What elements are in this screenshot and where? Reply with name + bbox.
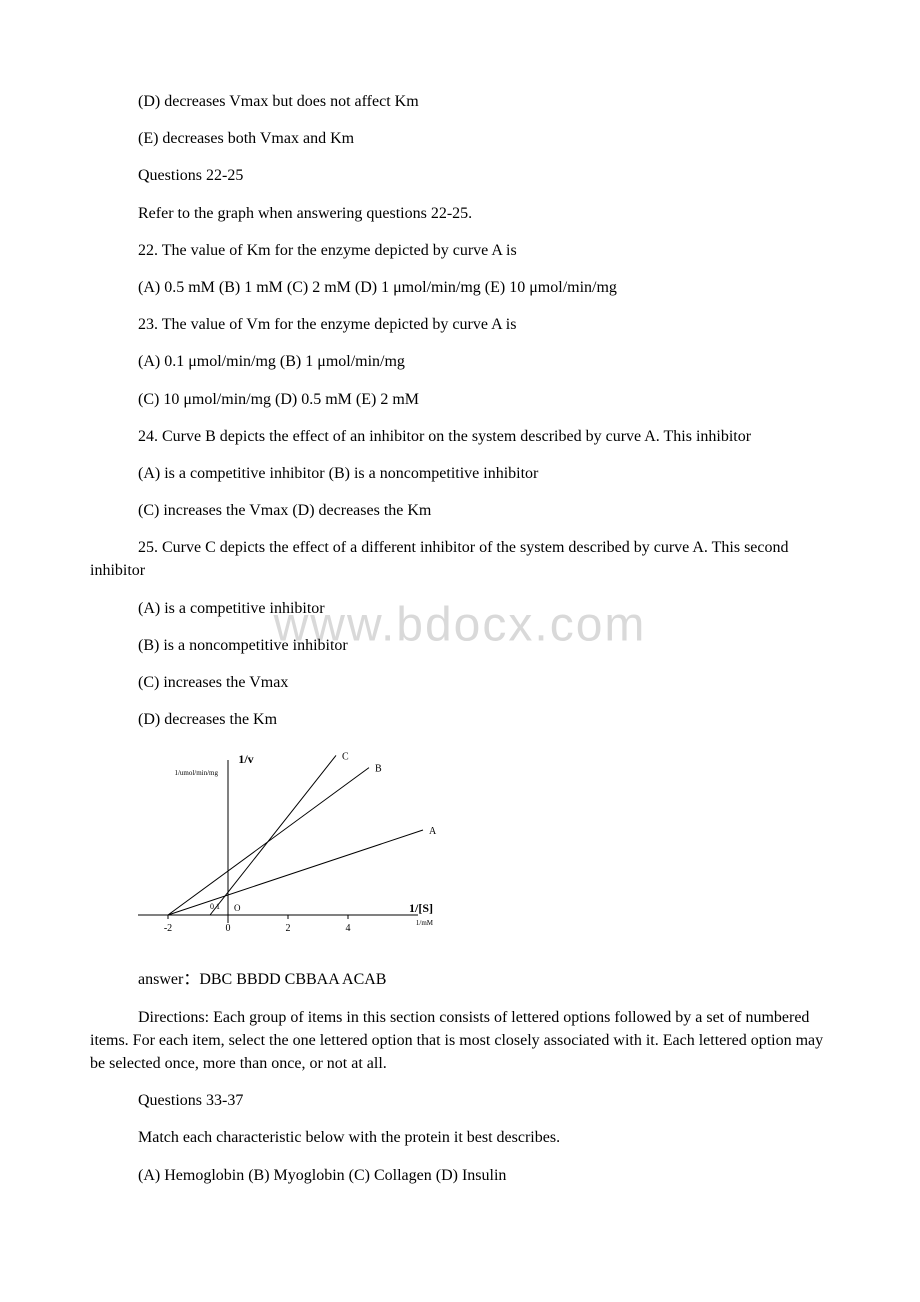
question-22: 22. The value of Km for the enzyme depic… [90,239,830,262]
graph-reference-text: Refer to the graph when answering questi… [90,202,830,225]
questions-range-heading: Questions 22-25 [90,164,830,187]
question-25: 25. Curve C depicts the effect of a diff… [90,536,830,582]
svg-text:-2: -2 [164,923,172,934]
option-d-text: (D) decreases Vmax but does not affect K… [90,90,830,113]
questions-33-37-heading: Questions 33-37 [90,1089,830,1112]
svg-text:1/umol/min/mg: 1/umol/min/mg [174,769,218,777]
match-options: (A) Hemoglobin (B) Myoglobin (C) Collage… [90,1164,830,1187]
svg-text:0.1: 0.1 [210,902,220,911]
svg-text:1/[S]: 1/[S] [409,901,433,915]
svg-text:1/mM: 1/mM [416,919,434,927]
svg-text:C: C [342,752,349,763]
svg-text:0: 0 [226,923,231,934]
question-22-options: (A) 0.5 mM (B) 1 mM (C) 2 mM (D) 1 μmol/… [90,276,830,299]
svg-text:B: B [375,764,382,775]
question-24: 24. Curve B depicts the effect of an inh… [90,425,830,448]
svg-text:1/v: 1/v [238,752,253,766]
lineweaver-burk-chart: 1/v 1/umol/min/mg 1/[S] 1/mM -2 0 2 4 0.1 O A B C [138,745,830,950]
match-instructions: Match each characteristic below with the… [90,1126,830,1149]
svg-text:O: O [234,903,241,913]
question-24-text: 24. Curve B depicts the effect of an inh… [138,428,751,445]
directions-text: Directions: Each group of items in this … [90,1006,830,1076]
document-body: (D) decreases Vmax but does not affect K… [90,90,830,1187]
question-23: 23. The value of Vm for the enzyme depic… [90,313,830,336]
svg-text:2: 2 [286,923,291,934]
question-23-options-ab: (A) 0.1 μmol/min/mg (B) 1 μmol/min/mg [90,350,830,373]
answer-key: answer：DBC BBDD CBBAA ACAB [90,968,830,991]
question-24-options-cd: (C) increases the Vmax (D) decreases the… [90,499,830,522]
question-25-option-d: (D) decreases the Km [90,708,830,731]
question-25-option-a: (A) is a competitive inhibitor [90,597,830,620]
question-25-text: 25. Curve C depicts the effect of a diff… [90,539,789,579]
question-24-options-ab: (A) is a competitive inhibitor (B) is a … [90,462,830,485]
question-23-options-cde: (C) 10 μmol/min/mg (D) 0.5 mM (E) 2 mM [90,388,830,411]
directions-text-span: Directions: Each group of items in this … [90,1009,823,1072]
svg-text:A: A [429,826,437,837]
svg-text:4: 4 [346,923,351,934]
chart-svg: 1/v 1/umol/min/mg 1/[S] 1/mM -2 0 2 4 0.1 O A B C [138,745,438,945]
question-25-option-b: (B) is a noncompetitive inhibitor [90,634,830,657]
option-e-text: (E) decreases both Vmax and Km [90,127,830,150]
question-25-option-c: (C) increases the Vmax [90,671,830,694]
